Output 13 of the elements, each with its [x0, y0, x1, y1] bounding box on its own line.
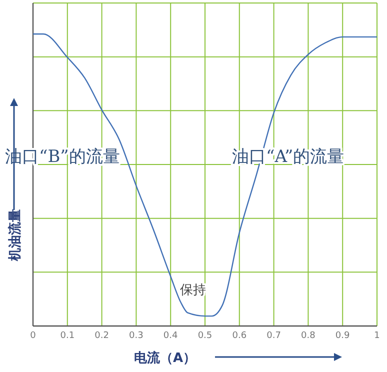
- x-tick-label: 0.4: [163, 331, 178, 341]
- x-tick-label: 0.2: [94, 331, 109, 341]
- x-tick-label: 0: [30, 331, 36, 341]
- x-tick-label: 0.1: [60, 331, 75, 341]
- x-tick-label: 0.8: [301, 331, 316, 341]
- x-tick-label: 0.6: [232, 331, 247, 341]
- x-tick-label: 0.3: [129, 331, 144, 341]
- x-tick-label: 0.5: [198, 331, 212, 341]
- x-tick-label: 0.7: [266, 331, 281, 341]
- y-axis-title: 机油流量: [7, 209, 23, 262]
- x-tick-label: 1: [374, 331, 380, 341]
- x-tick-label: 0.9: [335, 331, 350, 341]
- x-axis-title: 电流（A）: [134, 350, 196, 366]
